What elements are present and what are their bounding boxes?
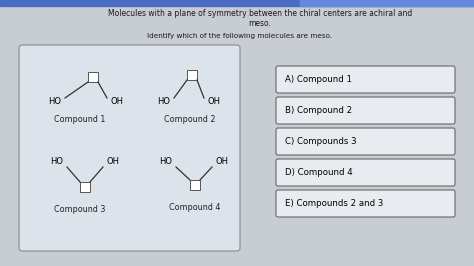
Text: E) Compounds 2 and 3: E) Compounds 2 and 3 — [285, 199, 383, 208]
Text: B) Compound 2: B) Compound 2 — [285, 106, 352, 115]
FancyBboxPatch shape — [276, 66, 455, 93]
Bar — [300, 0, 474, 6]
Text: C) Compounds 3: C) Compounds 3 — [285, 137, 356, 146]
Bar — [187, 70, 197, 80]
Text: Compound 2: Compound 2 — [164, 114, 216, 123]
Bar — [80, 182, 90, 192]
Text: A) Compound 1: A) Compound 1 — [285, 75, 352, 84]
Text: Molecules with a plane of symmetry between the chiral centers are achiral and: Molecules with a plane of symmetry betwe… — [108, 10, 412, 19]
Text: D) Compound 4: D) Compound 4 — [285, 168, 353, 177]
Text: Compound 3: Compound 3 — [55, 205, 106, 214]
FancyBboxPatch shape — [276, 190, 455, 217]
FancyBboxPatch shape — [276, 128, 455, 155]
Text: Compound 4: Compound 4 — [169, 202, 221, 211]
Text: OH: OH — [208, 97, 220, 106]
Text: HO: HO — [159, 156, 173, 165]
Text: meso.: meso. — [248, 19, 272, 27]
Text: OH: OH — [107, 156, 119, 165]
Text: HO: HO — [51, 156, 64, 165]
Bar — [190, 180, 200, 190]
Text: HO: HO — [157, 97, 171, 106]
Bar — [0, 0, 474, 6]
Text: OH: OH — [216, 156, 228, 165]
FancyBboxPatch shape — [276, 159, 455, 186]
Text: Compound 1: Compound 1 — [55, 114, 106, 123]
FancyBboxPatch shape — [19, 45, 240, 251]
FancyBboxPatch shape — [276, 97, 455, 124]
Text: HO: HO — [48, 97, 62, 106]
Text: OH: OH — [110, 97, 124, 106]
Bar — [88, 72, 98, 82]
Text: Identify which of the following molecules are meso.: Identify which of the following molecule… — [147, 33, 333, 39]
